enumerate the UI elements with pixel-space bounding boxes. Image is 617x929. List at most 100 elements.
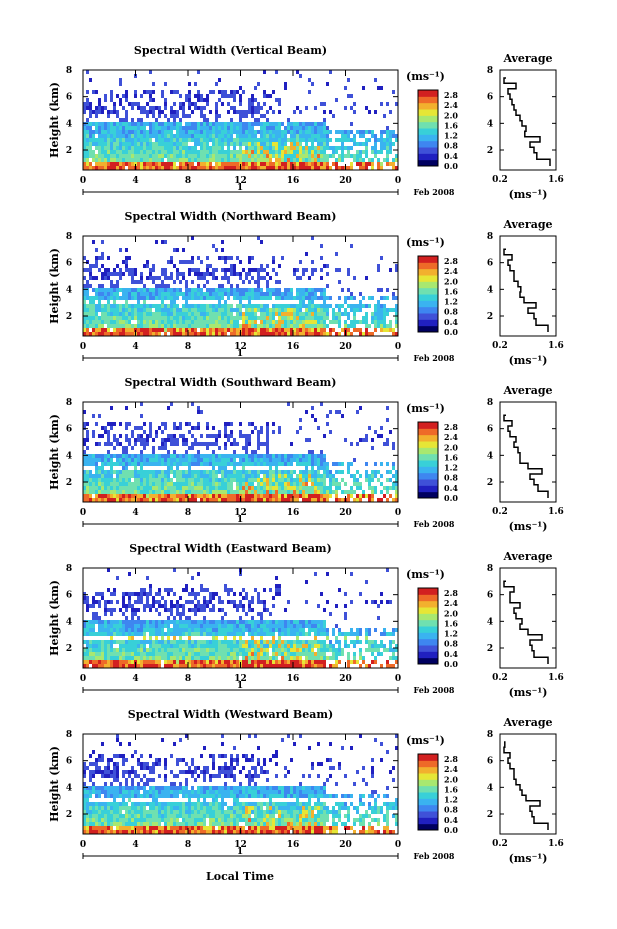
heatmap-cell <box>176 608 179 612</box>
heatmap-cell <box>86 328 89 332</box>
heatmap-cell <box>236 292 239 296</box>
heatmap-cell <box>323 154 326 158</box>
heatmap-cell <box>215 276 218 280</box>
heatmap-cell <box>155 166 158 170</box>
heatmap-cell <box>107 146 110 150</box>
heatmap-cell <box>206 640 209 644</box>
heatmap-cell <box>89 300 92 304</box>
heatmap-cell <box>212 324 215 328</box>
heatmap-cell <box>359 292 362 296</box>
heatmap-cell <box>308 138 311 142</box>
colorbar-tick-label: 2.4 <box>444 432 458 442</box>
heatmap-cell <box>368 486 371 490</box>
heatmap-cell <box>227 490 230 494</box>
heatmap-cell <box>161 134 164 138</box>
heatmap-cell <box>152 454 155 458</box>
heatmap-cell <box>185 584 188 588</box>
heatmap-cell <box>164 276 167 280</box>
heatmap-cell <box>92 158 95 162</box>
heatmap-cell <box>251 498 254 502</box>
heatmap-cell <box>227 328 230 332</box>
heatmap-cell <box>167 304 170 308</box>
heatmap-cell <box>176 308 179 312</box>
heatmap-cell <box>350 490 353 494</box>
colorbar-tick-label: 0.4 <box>444 483 458 493</box>
heatmap-cell <box>209 474 212 478</box>
x-tick-label: 16 <box>287 342 300 352</box>
avg-y-tick-label: 8 <box>487 66 493 76</box>
colorbar-tick-label: 1.6 <box>444 452 458 462</box>
heatmap-cell <box>158 656 161 660</box>
heatmap-cell <box>173 150 176 154</box>
heatmap-cell <box>125 478 128 482</box>
heatmap-cell <box>194 426 197 430</box>
x-tick-label: 0 <box>395 508 401 518</box>
heatmap-cell <box>308 126 311 130</box>
heatmap-cell <box>176 130 179 134</box>
heatmap-cell <box>107 332 110 336</box>
heatmap-cell <box>323 462 326 466</box>
heatmap-cell <box>353 490 356 494</box>
heatmap-cell <box>116 624 119 628</box>
heatmap-cell <box>350 324 353 328</box>
heatmap-cell <box>281 162 284 166</box>
heatmap-cell <box>83 288 86 292</box>
heatmap-cell <box>134 592 137 596</box>
heatmap-cell <box>191 316 194 320</box>
heatmap-cell <box>149 434 152 438</box>
heatmap-cell <box>305 482 308 486</box>
heatmap-cell <box>125 620 128 624</box>
heatmap-cell <box>353 110 356 114</box>
heatmap-cell <box>284 470 287 474</box>
heatmap-cell <box>308 146 311 150</box>
heatmap-cell <box>323 162 326 166</box>
heatmap-cell <box>239 616 242 620</box>
heatmap-cell <box>98 474 101 478</box>
heatmap-cell <box>209 316 212 320</box>
heatmap-cell <box>338 316 341 320</box>
heatmap-cell <box>242 114 245 118</box>
heatmap-cell <box>326 462 329 466</box>
heatmap-cell <box>266 304 269 308</box>
heatmap-cell <box>122 158 125 162</box>
heatmap-cell <box>161 146 164 150</box>
heatmap-cell <box>308 90 311 94</box>
heatmap-cell <box>104 490 107 494</box>
heatmap-cell <box>104 426 107 430</box>
heatmap-cell <box>329 474 332 478</box>
heatmap-cell <box>176 272 179 276</box>
heatmap-cell <box>260 328 263 332</box>
heatmap-cell <box>155 304 158 308</box>
heatmap-cell <box>92 316 95 320</box>
heatmap-cell <box>101 264 104 268</box>
heatmap-cell <box>161 486 164 490</box>
heatmap-cell <box>284 166 287 170</box>
heatmap-cell <box>257 130 260 134</box>
heatmap-cell <box>161 640 164 644</box>
heatmap-cell <box>332 478 335 482</box>
heatmap-cell <box>389 146 392 150</box>
heatmap-cell <box>155 644 158 648</box>
heatmap-cell <box>224 292 227 296</box>
heatmap-cell <box>146 656 149 660</box>
heatmap-cell <box>188 296 191 300</box>
heatmap-cell <box>128 142 131 146</box>
heatmap-cell <box>140 434 143 438</box>
heatmap-cell <box>131 470 134 474</box>
heatmap-cell <box>122 320 125 324</box>
heatmap-cell <box>122 316 125 320</box>
heatmap-cell <box>95 106 98 110</box>
heatmap-cell <box>143 110 146 114</box>
heatmap-cell <box>356 486 359 490</box>
y-tick-label: 6 <box>66 259 72 269</box>
heatmap-cell <box>149 70 152 74</box>
heatmap-cell <box>221 660 224 664</box>
heatmap-cell <box>323 478 326 482</box>
heatmap-cell <box>221 150 224 154</box>
heatmap-cell <box>359 474 362 478</box>
heatmap-cell <box>296 162 299 166</box>
heatmap-cell <box>158 628 161 632</box>
heatmap-cell <box>149 312 152 316</box>
heatmap-cell <box>128 102 131 106</box>
heatmap-cell <box>164 498 167 502</box>
